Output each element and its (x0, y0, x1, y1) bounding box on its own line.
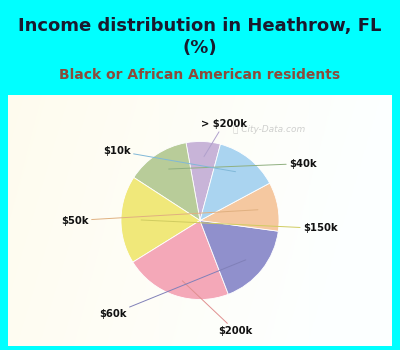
Wedge shape (186, 141, 220, 220)
Wedge shape (200, 183, 279, 231)
Text: Black or African American residents: Black or African American residents (60, 68, 340, 82)
Text: $50k: $50k (61, 210, 258, 225)
Wedge shape (200, 144, 270, 220)
Wedge shape (134, 143, 200, 220)
Text: $40k: $40k (169, 159, 316, 169)
Wedge shape (133, 220, 228, 300)
Wedge shape (200, 220, 278, 294)
Text: $10k: $10k (103, 146, 236, 172)
Text: $200k: $200k (182, 281, 253, 336)
Text: > $200k: > $200k (201, 119, 247, 156)
Text: $60k: $60k (99, 260, 246, 319)
Text: $150k: $150k (141, 220, 338, 233)
Text: 🔵 City-Data.com: 🔵 City-Data.com (233, 125, 305, 134)
Text: Income distribution in Heathrow, FL
(%): Income distribution in Heathrow, FL (%) (18, 17, 382, 57)
Wedge shape (121, 177, 200, 262)
